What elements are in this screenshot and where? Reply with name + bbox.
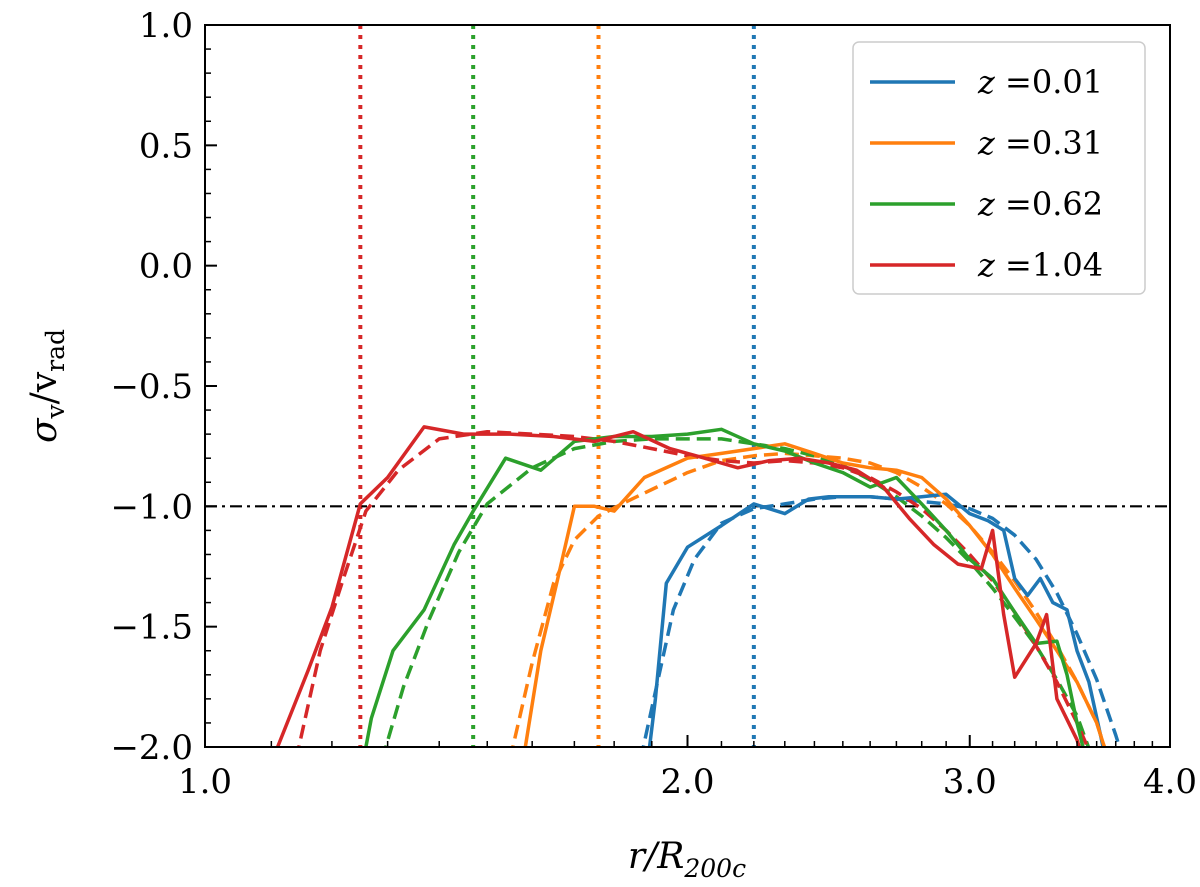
legend-z-value: =1.04 [1005,246,1103,284]
legend-z-symbol: z [977,63,1005,101]
y-axis-label-sigma: σ [24,417,65,443]
legend-z-value: =0.62 [1005,185,1103,223]
x-axis-label-sub: 200c [683,854,746,883]
x-tick-label: 4.0 [1143,762,1197,802]
legend: z =0.01z =0.31z =0.62z =1.04 [852,41,1146,295]
y-tick-label: −0.5 [110,367,193,407]
x-tick-label: 1.0 [178,762,232,802]
x-tick-label: 2.0 [660,762,714,802]
legend-label-1: z =0.31 [977,124,1103,162]
y-axis-ticks: 1.0 0.5 0.0 −0.5 −1.0 −1.5 −2.0 [110,6,217,768]
y-tick-label: 0.5 [139,126,193,166]
series-dashed-2 [383,437,1091,747]
y-tick-label: −2.0 [110,728,193,768]
series-solid-3 [275,425,1082,747]
legend-label-2: z =0.62 [977,185,1103,223]
series-solid-0 [647,492,1105,747]
legend-z-value: =0.01 [1005,63,1103,101]
y-tick-label: −1.5 [110,608,193,648]
series-dashed-1 [511,451,1107,747]
y-axis-label-v: v [24,371,65,393]
legend-z-symbol: z [977,124,1005,162]
legend-z-symbol: z [977,246,1005,284]
y-tick-label: 0.0 [139,247,193,287]
legend-box [852,41,1146,295]
legend-z-value: =0.31 [1005,124,1103,162]
legend-label-3: z =1.04 [977,246,1103,284]
series-solid-2 [364,427,1085,747]
y-axis-label-v-sub: rad [41,329,70,372]
series-lines [275,425,1122,747]
y-axis-label-sigma-sub: v [41,403,70,419]
x-axis-ticks: 1.0 2.0 3.0 4.0 [178,735,1197,802]
vertical-markers [358,25,756,747]
y-tick-label: −1.0 [110,487,193,527]
x-tick-label: 3.0 [943,762,997,802]
legend-label-0: z =0.01 [977,63,1103,101]
y-axis-label-slash: / [24,391,65,404]
x-axis-label-main: r/R [628,836,684,877]
y-tick-label: 1.0 [139,6,193,46]
legend-z-symbol: z [977,185,1005,223]
y-axis-label: σv/vrad [24,329,70,443]
x-axis-label: r/R200c [628,836,746,883]
series-solid-1 [523,442,1107,747]
